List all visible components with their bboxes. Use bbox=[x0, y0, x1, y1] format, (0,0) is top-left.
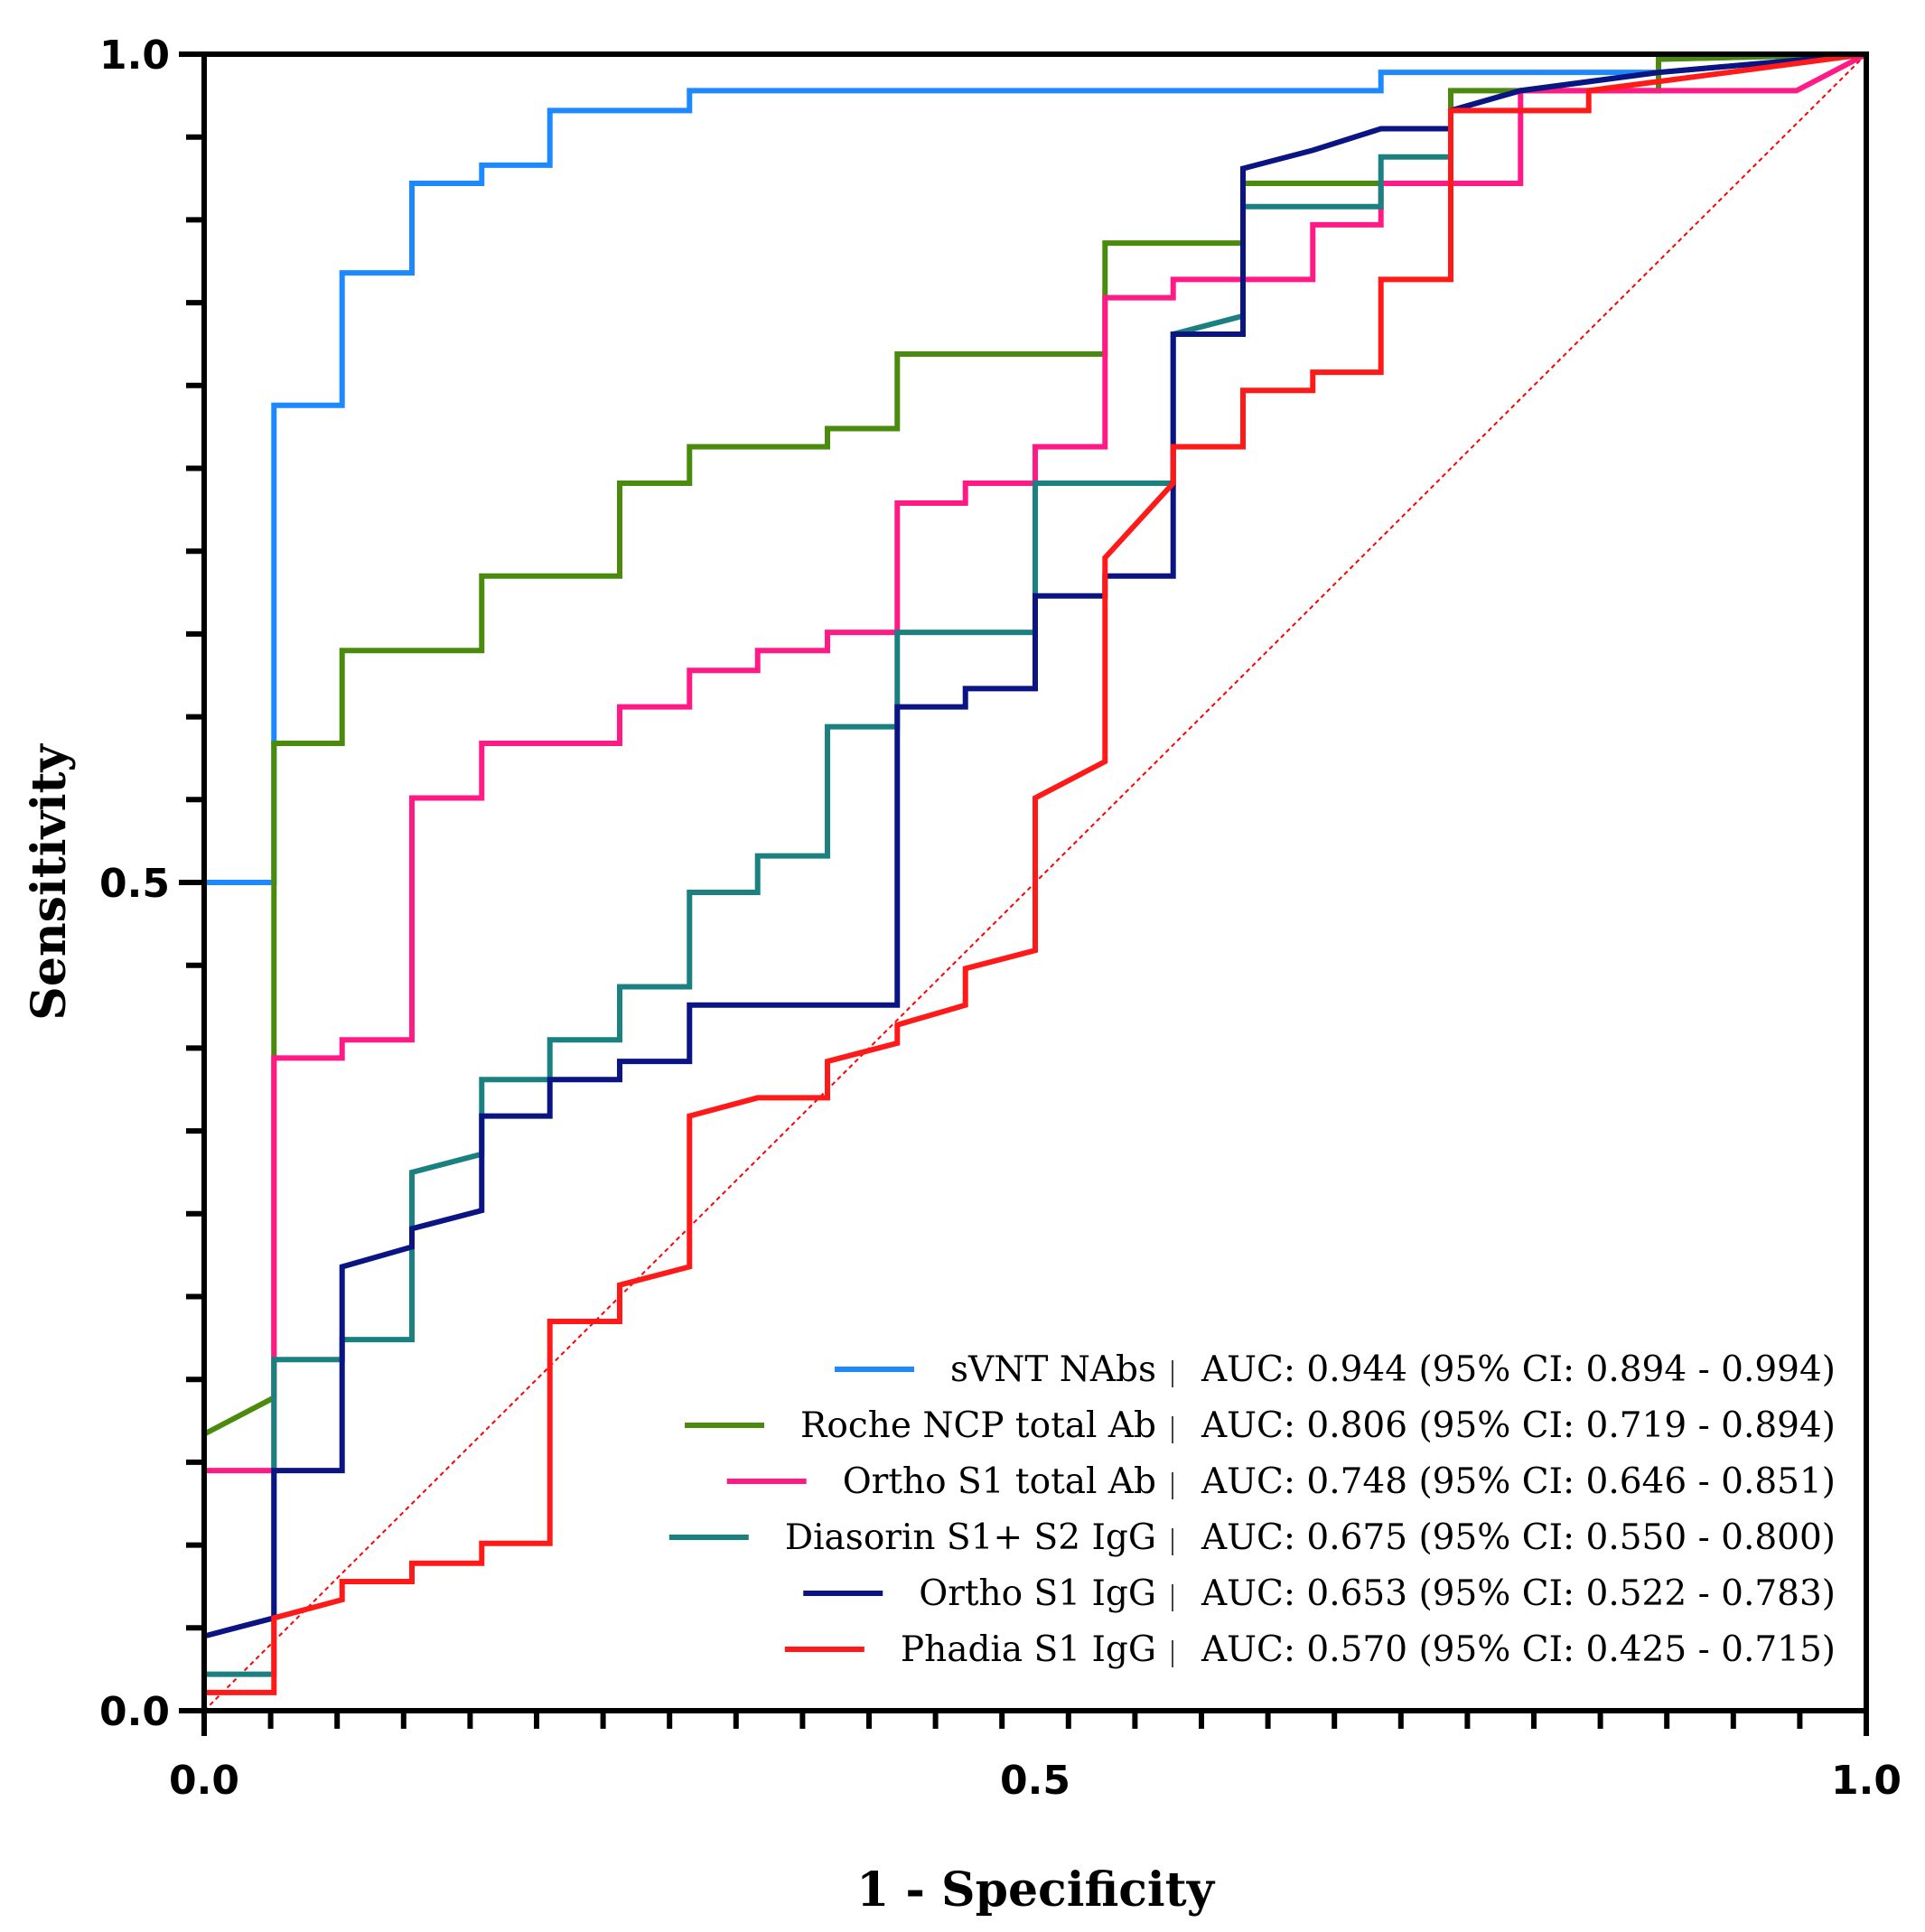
legend-auc-text: AUC: 0.748 (95% CI: 0.646 - 0.851) bbox=[1201, 1461, 1836, 1502]
series-line-roche-ncp-total-ab bbox=[202, 51, 1867, 1437]
series-line-svnt-nabs bbox=[201, 51, 1867, 1711]
y-tick-label: 0.0 bbox=[99, 1689, 170, 1735]
legend-label: Diasorin S1+ S2 IgG bbox=[785, 1517, 1156, 1558]
x-axis-title: 1 - Specificity bbox=[856, 1862, 1216, 1918]
y-axis-title: Sensitivity bbox=[22, 742, 77, 1020]
legend-label: Ortho S1 IgG bbox=[919, 1573, 1156, 1614]
legend-label: Ortho S1 total Ab bbox=[843, 1461, 1156, 1502]
x-tick-label: 0.0 bbox=[169, 1758, 239, 1804]
y-tick-label: 0.5 bbox=[99, 861, 170, 907]
x-tick-label: 1.0 bbox=[1831, 1758, 1902, 1804]
legend-entry-ortho-s1-igg: Ortho S1 IgG AUC: 0.653 (95% CI: 0.522 - … bbox=[919, 1573, 1836, 1614]
x-tick-label: 0.5 bbox=[1000, 1758, 1070, 1804]
legend-auc-text: AUC: 0.570 (95% CI: 0.425 - 0.715) bbox=[1201, 1629, 1836, 1670]
series-layer bbox=[201, 51, 1868, 1711]
series-line-phadia-s1-igg bbox=[204, 51, 1867, 1695]
legend-entry-roche-ncp-total-ab: Roche NCP total Ab AUC: 0.806 (95% CI: 0.… bbox=[800, 1405, 1836, 1446]
series-line-diasorin-s1-s2-igg bbox=[204, 51, 1867, 1677]
legend: sVNT NAbs AUC: 0.944 (95% CI: 0.894 - 0.9… bbox=[668, 1349, 1836, 1670]
legend-auc-text: AUC: 0.675 (95% CI: 0.550 - 0.800) bbox=[1201, 1517, 1836, 1558]
legend-auc-text: AUC: 0.806 (95% CI: 0.719 - 0.894) bbox=[1201, 1405, 1836, 1446]
legend-entry-ortho-s1-total-ab: Ortho S1 total Ab AUC: 0.748 (95% CI: 0.6… bbox=[843, 1461, 1836, 1502]
legend-label: Phadia S1 IgG bbox=[901, 1629, 1156, 1670]
y-tick-label: 1.0 bbox=[99, 33, 170, 79]
legend-auc-text: AUC: 0.944 (95% CI: 0.894 - 0.994) bbox=[1201, 1349, 1836, 1390]
legend-auc-text: AUC: 0.653 (95% CI: 0.522 - 0.783) bbox=[1201, 1573, 1836, 1614]
legend-entry-phadia-s1-igg: Phadia S1 IgG AUC: 0.570 (95% CI: 0.425 -… bbox=[901, 1629, 1836, 1670]
series-line-ortho-s1-total-ab bbox=[204, 51, 1868, 1474]
legend-label: Roche NCP total Ab bbox=[800, 1405, 1156, 1446]
series-line-ortho-s1-igg bbox=[203, 51, 1867, 1639]
tick-layer: 0.0 0.5 1.0 0.0 0.5 1.0 bbox=[99, 33, 1902, 1804]
legend-entry-diasorin-s1-s2-igg: Diasorin S1+ S2 IgG AUC: 0.675 (95% CI: 0… bbox=[785, 1517, 1836, 1558]
legend-label: sVNT NAbs bbox=[950, 1349, 1156, 1390]
legend-entry-svnt-nabs: sVNT NAbs AUC: 0.944 (95% CI: 0.894 - 0.9… bbox=[950, 1349, 1836, 1390]
